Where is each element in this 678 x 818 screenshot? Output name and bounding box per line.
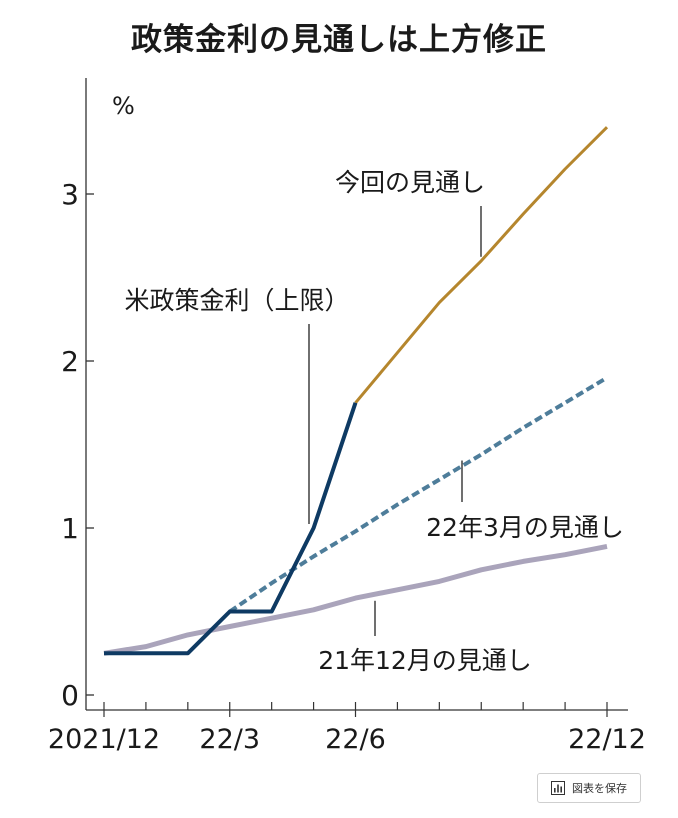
y-tick-label: 1 bbox=[61, 512, 79, 545]
annotation-label: 21年12月の見通し bbox=[318, 646, 532, 675]
y-tick-label: 0 bbox=[61, 679, 79, 712]
save-chart-button[interactable]: 図表を保存 bbox=[537, 773, 641, 803]
y-axis-unit-label: % bbox=[112, 92, 135, 120]
axis-layer: 0 1 2 3% 2021/12 22/3 22/6 22/12 bbox=[48, 78, 646, 755]
bar-chart-icon bbox=[551, 781, 565, 795]
annotation-label: 22年3月の見通し bbox=[426, 513, 624, 542]
x-tick-label: 22/12 bbox=[568, 724, 646, 755]
annotation-label: 米政策金利（上限） bbox=[124, 286, 349, 315]
series-line bbox=[104, 402, 358, 656]
series-line bbox=[103, 543, 608, 656]
save-button-label: 図表を保存 bbox=[572, 782, 627, 795]
y-tick-label: 2 bbox=[61, 345, 79, 378]
x-tick-label: 2021/12 bbox=[48, 724, 160, 755]
x-tick-label: 22/3 bbox=[199, 724, 260, 755]
x-tick-label: 22/6 bbox=[325, 724, 386, 755]
annotation-label: 今回の見通し bbox=[335, 168, 485, 197]
series-line bbox=[354, 126, 609, 404]
y-tick-label: 3 bbox=[61, 178, 79, 211]
chart-title: 政策金利の見通しは上方修正 bbox=[131, 22, 547, 58]
series-layer bbox=[103, 126, 609, 656]
series-line bbox=[228, 375, 609, 614]
